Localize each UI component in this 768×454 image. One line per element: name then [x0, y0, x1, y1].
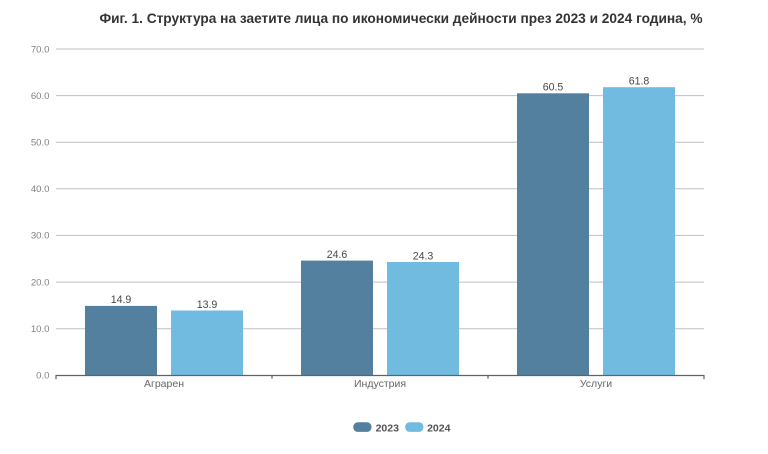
svg-text:Услуги: Услуги	[580, 378, 612, 390]
svg-text:10.0: 10.0	[31, 324, 50, 335]
svg-text:60.5: 60.5	[543, 82, 564, 94]
svg-text:Фиг. 1. Структура на заетите л: Фиг. 1. Структура на заетите лица по ико…	[99, 11, 702, 26]
svg-text:24.6: 24.6	[327, 249, 348, 261]
svg-text:60.0: 60.0	[31, 91, 50, 102]
svg-text:24.3: 24.3	[413, 250, 434, 262]
svg-text:50.0: 50.0	[31, 138, 50, 149]
svg-text:0.0: 0.0	[36, 371, 49, 382]
svg-text:14.9: 14.9	[111, 294, 132, 306]
svg-text:Индустрия: Индустрия	[354, 378, 406, 390]
svg-text:13.9: 13.9	[197, 299, 218, 311]
svg-text:40.0: 40.0	[31, 184, 50, 195]
svg-text:20.0: 20.0	[31, 277, 50, 288]
svg-text:70.0: 70.0	[31, 44, 50, 55]
svg-text:2024: 2024	[427, 423, 451, 435]
svg-text:Аграрен: Аграрен	[144, 378, 184, 390]
svg-text:30.0: 30.0	[31, 231, 50, 242]
svg-text:2023: 2023	[376, 423, 400, 435]
svg-text:61.8: 61.8	[629, 76, 650, 88]
